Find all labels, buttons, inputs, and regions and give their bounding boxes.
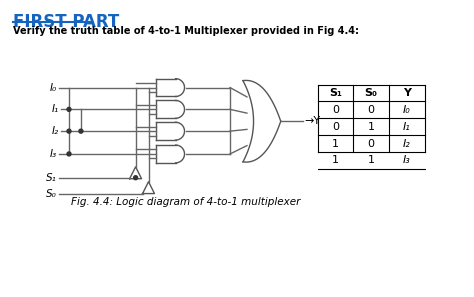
Text: I₃: I₃ <box>50 149 57 159</box>
Circle shape <box>79 129 83 133</box>
Text: 0: 0 <box>368 105 375 115</box>
Text: I₁: I₁ <box>403 122 411 132</box>
Text: 1: 1 <box>368 155 375 165</box>
Text: 1: 1 <box>332 155 339 165</box>
Text: 0: 0 <box>332 105 339 115</box>
Text: Fig. 4.4: Logic diagram of 4-to-1 multiplexer: Fig. 4.4: Logic diagram of 4-to-1 multip… <box>71 197 300 206</box>
Circle shape <box>67 108 71 111</box>
Text: Verify the truth table of 4-to-1 Multiplexer provided in Fig 4.4:: Verify the truth table of 4-to-1 Multipl… <box>13 26 359 36</box>
Circle shape <box>67 129 71 133</box>
Text: S₀: S₀ <box>365 88 378 98</box>
Text: 0: 0 <box>368 138 375 148</box>
Text: I₃: I₃ <box>403 155 411 165</box>
Circle shape <box>67 152 71 156</box>
Text: Y: Y <box>403 88 411 98</box>
Text: I₁: I₁ <box>52 104 59 114</box>
Text: I₂: I₂ <box>403 138 411 148</box>
Text: S₀: S₀ <box>46 189 57 199</box>
Text: S₁: S₁ <box>46 173 57 183</box>
Text: 1: 1 <box>368 122 375 132</box>
Text: S₁: S₁ <box>329 88 342 98</box>
Text: I₂: I₂ <box>52 126 59 136</box>
Text: 1: 1 <box>332 138 339 148</box>
Text: FIRST PART: FIRST PART <box>13 13 119 31</box>
Circle shape <box>134 176 137 180</box>
Text: 0: 0 <box>332 122 339 132</box>
Text: I₀: I₀ <box>50 83 57 93</box>
Text: →Y: →Y <box>305 116 321 126</box>
Text: I₀: I₀ <box>403 105 411 115</box>
